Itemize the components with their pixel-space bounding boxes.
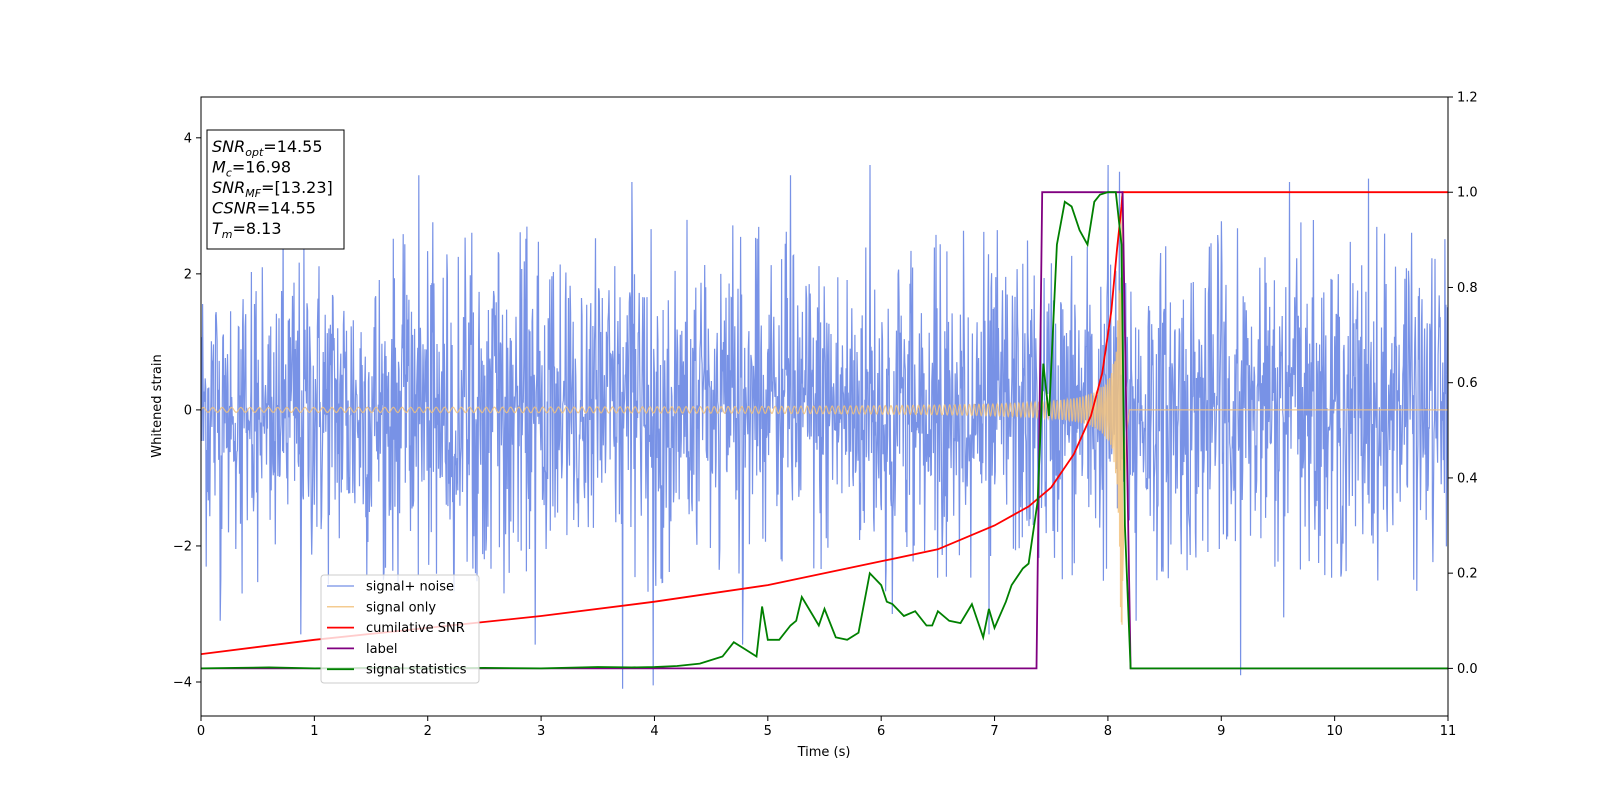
annotation-value: =16.98 bbox=[232, 158, 291, 177]
series-cumulative-snr bbox=[201, 191, 1448, 655]
annotation-subscript: MF bbox=[245, 187, 261, 200]
x-tick-label: 9 bbox=[1217, 724, 1225, 739]
x-tick-label: 1 bbox=[310, 724, 318, 739]
annotation-subscript: opt bbox=[245, 146, 264, 159]
x-tick-label: 5 bbox=[764, 724, 772, 739]
y-tick-label: 0 bbox=[184, 403, 192, 418]
x-tick-label: 3 bbox=[537, 724, 545, 739]
y-tick-label: −2 bbox=[173, 539, 192, 554]
x-axis-label: Time (s) bbox=[797, 745, 851, 760]
plot-frame bbox=[200, 96, 1449, 717]
legend-label: label bbox=[366, 642, 397, 657]
x-tick-label: 2 bbox=[424, 724, 432, 739]
series-signal-only bbox=[201, 196, 1448, 625]
annotation-line: SNRMF=[13.23] bbox=[212, 178, 333, 200]
x-tick-label: 11 bbox=[1440, 724, 1457, 739]
legend: signal+ noise signal only cumilative SNR la… bbox=[320, 574, 480, 684]
legend-frame bbox=[320, 574, 480, 684]
annotation-value: =14.55 bbox=[263, 137, 322, 156]
annotation-symbol: SNR bbox=[212, 137, 245, 156]
legend-label: signal only bbox=[366, 600, 436, 615]
x-tick-label: 7 bbox=[990, 724, 998, 739]
axes-layer: 0 1 2 3 4 5 6 7 8 9 10 11 4 2 0 −2 −4 1.2 1.0 0.8 0.6 0.4 0.2 0… bbox=[173, 91, 1478, 740]
x-tick-label: 8 bbox=[1104, 724, 1112, 739]
annotation-line: CSNR=14.55 bbox=[212, 199, 316, 218]
y2-tick-label: 0.2 bbox=[1457, 567, 1478, 582]
annotation-value: =14.55 bbox=[257, 199, 316, 218]
legend-label: signal statistics bbox=[366, 663, 467, 678]
x-tick-label: 4 bbox=[650, 724, 658, 739]
annotation-symbol: CSNR bbox=[212, 199, 257, 218]
y2-tick-label: 0.8 bbox=[1457, 281, 1478, 296]
y2-tick-label: 1.2 bbox=[1457, 91, 1478, 106]
annotation-frame bbox=[206, 129, 345, 250]
annotation-subscript: c bbox=[226, 167, 232, 180]
y2-tick-label: 0.6 bbox=[1457, 376, 1478, 391]
annotation-value: =8.13 bbox=[233, 219, 282, 238]
annotation-line: Tm=8.13 bbox=[212, 219, 282, 241]
y2-tick-label: 0.0 bbox=[1457, 662, 1478, 677]
annotation-symbol: SNR bbox=[212, 178, 245, 197]
x-tick-label: 10 bbox=[1326, 724, 1343, 739]
x-tick-label: 0 bbox=[197, 724, 205, 739]
series-layer bbox=[201, 164, 1448, 689]
y-tick-label: 2 bbox=[184, 267, 192, 282]
annotation-line: SNRopt=14.55 bbox=[212, 137, 323, 159]
series-signal-statistics bbox=[201, 191, 1448, 670]
y2-tick-label: 0.4 bbox=[1457, 471, 1478, 486]
annotation-box: SNRopt=14.55Mc=16.98SNRMF=[13.23]CSNR=14… bbox=[206, 129, 345, 250]
x-tick-label: 6 bbox=[877, 724, 885, 739]
legend-label: signal+ noise bbox=[366, 580, 454, 595]
y2-tick-label: 1.0 bbox=[1457, 186, 1478, 201]
annotation-line: Mc=16.98 bbox=[212, 158, 291, 180]
y-axis-label: Whitened strain bbox=[150, 354, 165, 457]
annotation-symbol: T bbox=[212, 219, 223, 238]
annotation-value: =[13.23] bbox=[261, 178, 333, 197]
annotation-symbol: M bbox=[212, 158, 226, 177]
series-signal-noise bbox=[201, 164, 1448, 689]
legend-label: cumilative SNR bbox=[366, 621, 465, 636]
y-tick-label: −4 bbox=[173, 675, 192, 690]
annotation-subscript: m bbox=[222, 228, 233, 241]
y-tick-label: 4 bbox=[184, 131, 192, 146]
